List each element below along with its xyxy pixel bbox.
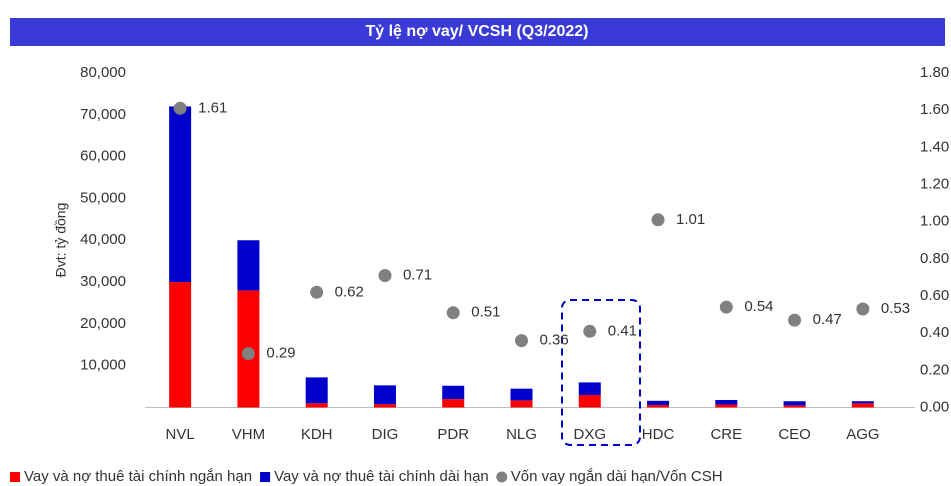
- y-tick-label: 60,000: [80, 148, 126, 165]
- bar-segment: [715, 404, 738, 408]
- x-tick-label: NVL: [166, 426, 195, 443]
- y2-tick-label: 0.40: [920, 324, 949, 341]
- bar-segment: [305, 403, 328, 408]
- x-tick-label: PDR: [437, 426, 469, 443]
- x-tick-label: KDH: [301, 426, 333, 443]
- data-label: 1.61: [198, 99, 227, 116]
- bar-segment: [373, 385, 396, 405]
- title-bar: [10, 18, 945, 46]
- y2-tick-label: 1.80: [920, 64, 949, 81]
- y2-tick-label: 0.00: [920, 398, 949, 415]
- bar-segment: [851, 403, 874, 408]
- data-label: 0.47: [813, 311, 842, 328]
- legend-swatch: [10, 472, 20, 482]
- bar-segment: [305, 377, 328, 404]
- bar-segment: [442, 399, 465, 408]
- ratio-dot: [515, 334, 528, 348]
- bar-segment: [783, 405, 806, 408]
- data-label: 0.41: [608, 322, 637, 339]
- ratio-dot: [583, 324, 597, 338]
- y-axis-title: Đvt: tỷ đồng: [53, 203, 69, 278]
- x-tick-label: DXG: [574, 426, 607, 443]
- y2-tick-label: 0.20: [920, 361, 949, 378]
- ratio-dot: [446, 306, 460, 320]
- y-tick-label: 20,000: [80, 315, 126, 332]
- bar-segment: [373, 404, 396, 408]
- legend-label: Vốn vay ngắn dài hạn/Vốn CSH: [511, 468, 723, 485]
- highlight-box: [561, 299, 641, 446]
- y-tick-label: 40,000: [80, 231, 126, 248]
- x-tick-label: HDC: [642, 426, 675, 443]
- data-label: 1.01: [676, 211, 705, 228]
- legend-swatch: [260, 472, 271, 482]
- data-label: 0.54: [744, 298, 773, 315]
- x-tick-label: CRE: [710, 426, 742, 443]
- bar-segment: [169, 106, 192, 283]
- y2-tick-label: 1.60: [920, 101, 949, 118]
- y-tick-label: 70,000: [80, 106, 126, 123]
- ratio-dot: [241, 347, 255, 361]
- legend-label: Vay và nợ thuê tài chính ngắn hạn: [24, 468, 252, 485]
- bar-segment: [647, 400, 670, 405]
- y2-tick-label: 0.60: [920, 287, 949, 304]
- ratio-dot: [651, 213, 665, 227]
- ratio-dot: [719, 300, 733, 314]
- x-tick-label: NLG: [506, 426, 537, 443]
- bar-segment: [169, 282, 192, 408]
- data-label: 0.51: [471, 304, 500, 321]
- ratio-dot: [378, 269, 392, 283]
- y-tick-label: 50,000: [80, 189, 126, 206]
- legend-swatch: [496, 471, 508, 483]
- bar-segment: [510, 400, 533, 408]
- y2-tick-label: 0.80: [920, 250, 949, 267]
- ratio-dot: [173, 101, 187, 115]
- ratio-dot: [788, 313, 802, 327]
- legend-label: Vay và nợ thuê tài chính dài hạn: [274, 468, 489, 485]
- bar-segment: [783, 401, 806, 406]
- y2-tick-label: 1.20: [920, 175, 949, 192]
- bar-segment: [442, 385, 465, 400]
- y-tick-label: 10,000: [80, 357, 126, 374]
- bar-segment: [237, 240, 260, 291]
- ratio-dot: [856, 302, 870, 316]
- y2-tick-label: 1.40: [920, 138, 949, 155]
- x-tick-label: AGG: [846, 426, 879, 443]
- bar-segment: [851, 401, 874, 404]
- x-tick-label: CEO: [778, 426, 811, 443]
- y2-tick-label: 1.00: [920, 213, 949, 230]
- bar-segment: [647, 404, 670, 408]
- data-label: 0.62: [335, 283, 364, 300]
- y-tick-label: 30,000: [80, 273, 126, 290]
- data-label: 0.53: [881, 300, 910, 317]
- data-label: 0.29: [266, 345, 295, 362]
- x-tick-label: VHM: [232, 426, 265, 443]
- bar-segment: [578, 394, 601, 408]
- chart-title: Tỷ lệ nợ vay/ VCSH (Q3/2022): [365, 23, 588, 40]
- bar-segment: [578, 382, 601, 395]
- x-tick-label: DIG: [372, 426, 399, 443]
- bar-segment: [715, 399, 738, 405]
- data-label: 0.71: [403, 267, 432, 284]
- data-label: 0.36: [540, 332, 569, 349]
- bar-segment: [510, 388, 533, 401]
- ratio-dot: [310, 285, 324, 299]
- y-tick-label: 80,000: [80, 64, 126, 81]
